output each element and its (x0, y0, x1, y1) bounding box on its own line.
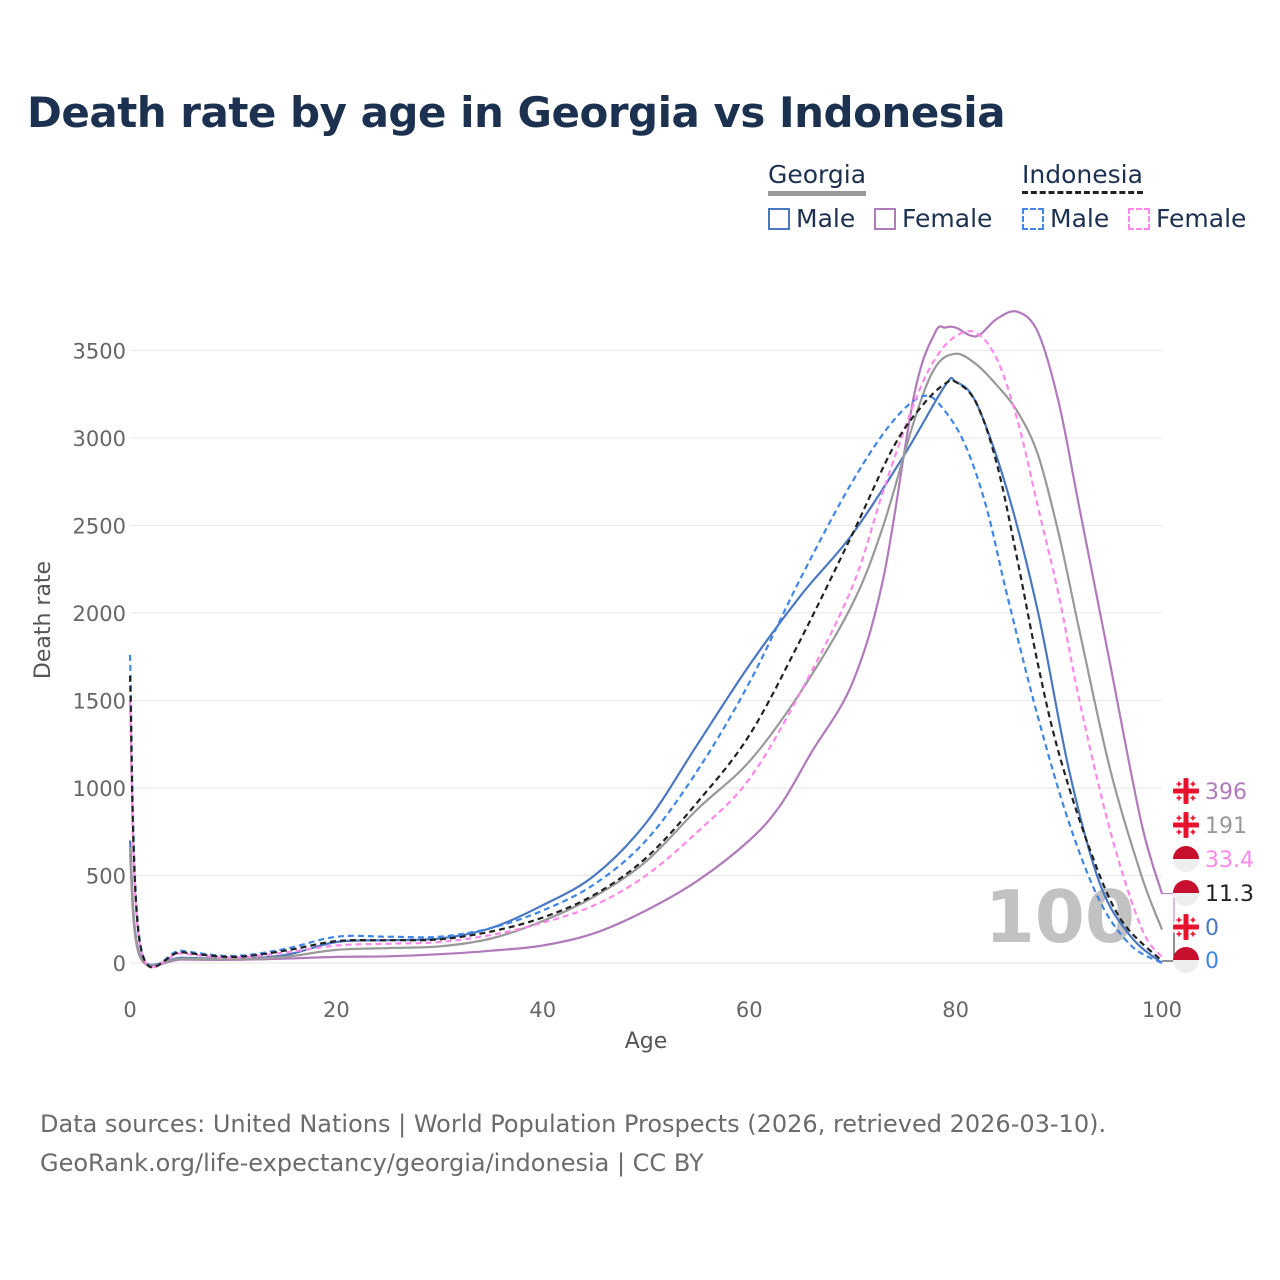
series-lines (128, 310, 1164, 969)
legend-item-indonesia-male[interactable]: Male (1022, 204, 1109, 233)
y-axis: 0 500 1000 1500 2000 2500 3000 3500 (73, 339, 126, 976)
chart-title: Death rate by age in Georgia vs Indonesi… (27, 88, 1006, 137)
y-axis-label: Death rate (31, 561, 56, 679)
source-note: Data sources: United Nations | World Pop… (40, 1105, 1106, 1183)
legend-item-georgia-female[interactable]: Female (874, 204, 992, 233)
indonesia-flag-icon (1173, 846, 1199, 872)
x-tick-label: 100 (1142, 998, 1182, 1022)
x-tick-label: 60 (736, 998, 763, 1022)
end-label-value: 396 (1205, 780, 1247, 805)
series-line-indonesia-female[interactable] (128, 329, 1163, 969)
legend-swatch-indonesia-female (1128, 207, 1150, 230)
legend-group-indonesia: Indonesia (1022, 160, 1143, 194)
legend-indonesia-female-label: Female (1156, 204, 1247, 233)
y-tick-label: 500 (86, 864, 126, 888)
end-labels: 396 191 33.4 11.3 0 0 (1162, 778, 1254, 974)
series-line-georgia-total[interactable] (128, 352, 1164, 967)
legend-indonesia-label: Indonesia (1022, 160, 1143, 194)
georgia-flag-icon (1173, 778, 1199, 804)
georgia-flag-icon (1173, 812, 1199, 838)
end-label-value: 33.4 (1205, 848, 1254, 873)
grid (130, 349, 1162, 964)
x-tick-label: 80 (942, 998, 969, 1022)
x-tick-label: 40 (529, 998, 556, 1022)
x-tick-label: 20 (323, 998, 350, 1022)
end-label-value: 0 (1205, 916, 1219, 941)
legend-item-indonesia-female[interactable]: Female (1128, 204, 1246, 233)
source-line-1: Data sources: United Nations | World Pop… (40, 1110, 1107, 1138)
legend-swatch-georgia-female (874, 207, 896, 230)
x-tick-label: 0 (123, 998, 136, 1022)
y-tick-label: 0 (113, 952, 126, 976)
end-label-value: 0 (1205, 949, 1219, 974)
series-line-indonesia-male[interactable] (128, 394, 1163, 969)
series-line-georgia-female[interactable] (128, 310, 1164, 967)
end-label-bracket (1162, 893, 1175, 963)
end-label-value: 11.3 (1205, 882, 1254, 907)
y-tick-label: 2000 (73, 602, 126, 626)
end-label-bracket (1162, 933, 1175, 962)
age-watermark: 100 (985, 875, 1135, 959)
series-line-indonesia-total[interactable] (128, 378, 1163, 969)
x-axis: 0 20 40 60 80 100 (123, 998, 1182, 1022)
legend: Georgia Indonesia Male Female Male Femal… (760, 160, 1260, 250)
georgia-flag-icon (1173, 914, 1199, 940)
legend-indonesia-male-label: Male (1050, 204, 1110, 233)
legend-group-georgia: Georgia (768, 160, 867, 196)
x-axis-label: Age (625, 1029, 668, 1054)
legend-swatch-indonesia-male (1022, 207, 1044, 230)
y-tick-label: 2500 (73, 514, 126, 538)
y-tick-label: 3000 (73, 427, 126, 451)
indonesia-flag-icon (1173, 947, 1199, 973)
legend-georgia-male-label: Male (796, 204, 856, 233)
legend-georgia-female-label: Female (902, 204, 993, 233)
indonesia-flag-icon (1173, 880, 1199, 906)
legend-swatch-georgia-male (768, 207, 790, 230)
legend-georgia-label: Georgia (768, 160, 867, 196)
end-label-value: 191 (1205, 814, 1247, 839)
y-tick-label: 1000 (73, 777, 126, 801)
legend-item-georgia-male[interactable]: Male (768, 204, 855, 233)
y-tick-label: 1500 (73, 689, 126, 713)
y-tick-label: 3500 (73, 339, 126, 363)
source-line-2: GeoRank.org/life-expectancy/georgia/indo… (40, 1149, 704, 1177)
